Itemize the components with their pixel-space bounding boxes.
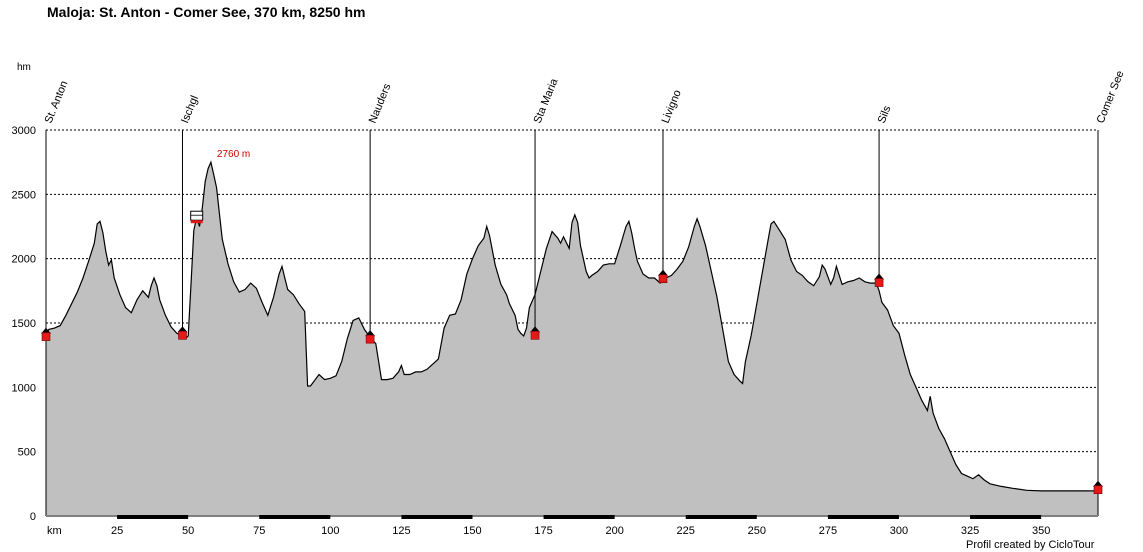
profile-fill [46,162,1098,516]
waypoint-roof [41,327,51,334]
waypoint-marker [41,332,51,341]
x-tick-label: 100 [321,525,339,537]
peak-annotation: 2760 m [217,149,250,160]
waypoint-label: St. Anton [43,79,71,125]
waypoint-label: Nauders [367,82,394,126]
x-tick-label: 275 [819,525,837,537]
x-scale-segment [543,515,615,519]
y-tick-label: 1500 [12,318,36,330]
y-tick-label: 1000 [12,382,36,394]
x-tick-label: 200 [605,525,623,537]
y-tick-label: 2500 [12,189,36,201]
y-tick-label: 0 [30,511,36,523]
annotations: 2760 m [190,149,250,224]
x-tick-label: 175 [534,525,552,537]
credit-text: Profil created by CicloTour [966,539,1095,551]
waypoint-label: Sta Maria [532,76,561,125]
x-tick-label: 25 [111,525,123,537]
profile-area [45,160,1098,516]
x-tick-label: 150 [463,525,481,537]
x-tick-label: 75 [253,525,265,537]
x-scale-segment [685,515,757,519]
waypoint-marker [530,330,540,340]
waypoint-roof [874,273,885,280]
waypoint-marker [178,330,187,340]
x-axis-scale-bar: 25 50 75 100 125 150 175 200 225 250 275 300 325 350 [46,515,1098,537]
x-scale-segment [117,515,189,519]
axes [45,130,1099,516]
waypoint-roof [177,326,188,333]
waypoint-roof [530,326,541,333]
waypoint-roof [657,269,668,276]
cablecar-icon-base [190,220,203,224]
waypoint-label: Sils [876,104,894,125]
cablecar-icon [190,210,204,221]
x-scale-segment [259,515,331,519]
waypoint-marker [658,274,668,283]
x-scale-segment [401,515,473,519]
x-tick-label: 325 [961,525,979,537]
x-tick-label: 300 [890,525,908,537]
x-axis-unit: km [47,525,62,537]
x-scale-segment [970,515,1042,519]
y-axis-unit: hm [17,62,31,73]
x-tick-label: 50 [182,525,194,537]
waypoint-label: Ischgl [179,94,201,125]
waypoint-marker [874,278,884,287]
waypoint-roof [365,330,376,337]
waypoint-marker [1093,485,1103,494]
y-tick-label: 500 [18,447,36,459]
waypoint-label: Livigno [660,88,684,125]
x-scale-segment [827,515,899,519]
waypoint-roof [1093,480,1103,487]
y-tick-label: 2000 [12,254,36,266]
y-tick-label: 3000 [12,125,36,137]
x-tick-label: 250 [748,525,766,537]
waypoint-marker [365,334,375,344]
x-tick-label: 125 [392,525,410,537]
waypoint-label: Comer See [1095,69,1127,125]
x-tick-label: 350 [1032,525,1050,537]
x-tick-label: 225 [677,525,695,537]
chart-title: Maloja: St. Anton - Comer See, 370 km, 8… [47,4,366,20]
